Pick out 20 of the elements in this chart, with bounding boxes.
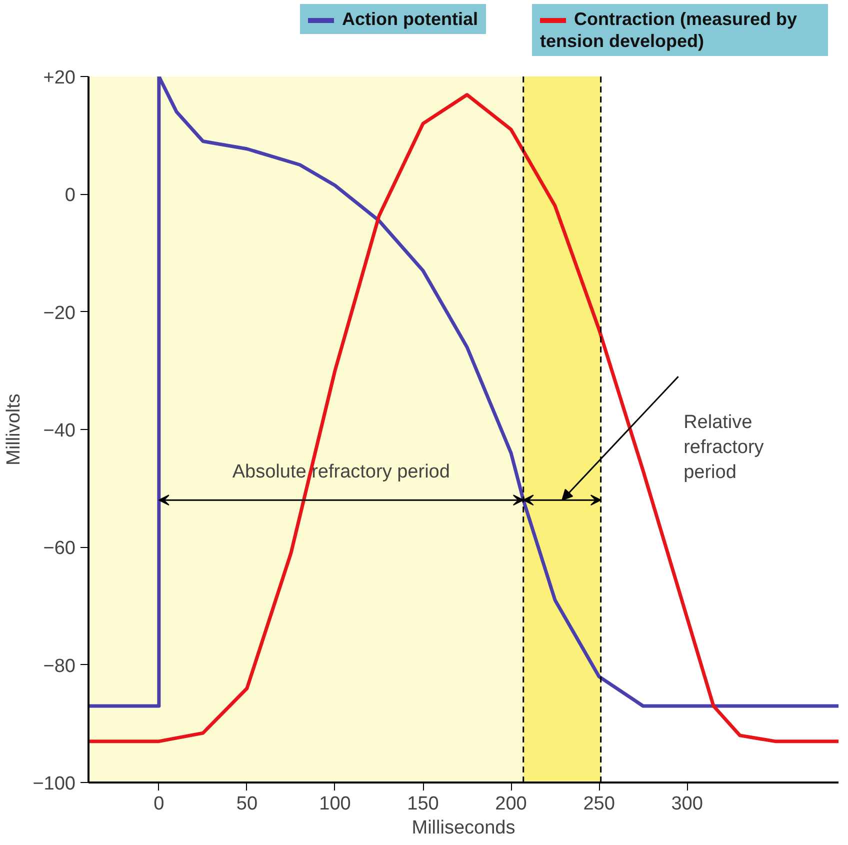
x-axis-title: Milliseconds: [412, 818, 516, 838]
x-tick-label: 150: [407, 794, 439, 814]
y-axis-title: Millivolts: [4, 394, 25, 466]
y-tick-label: −80: [43, 656, 76, 677]
series-label-box: Contraction (measured by tension developed): [532, 4, 828, 56]
y-tick-label: −40: [43, 420, 76, 442]
y-tick-label: −100: [32, 774, 76, 794]
x-tick-label: 300: [671, 794, 703, 814]
x-tick-label: 200: [495, 794, 527, 814]
annotation: Relative refractory period: [684, 412, 764, 484]
y-tick-label: −60: [43, 538, 76, 560]
x-tick-label: 50: [236, 794, 258, 814]
x-tick-label: 100: [319, 794, 351, 814]
y-tick-label: −20: [43, 302, 76, 324]
x-tick-label: 250: [583, 794, 615, 814]
annotation: Absolute refractory period: [232, 461, 450, 482]
x-tick-label: 0: [154, 794, 164, 814]
y-tick-label: 0: [64, 185, 76, 206]
series-label-box: Action potential: [300, 4, 486, 34]
y-tick-label: +20: [43, 68, 76, 88]
